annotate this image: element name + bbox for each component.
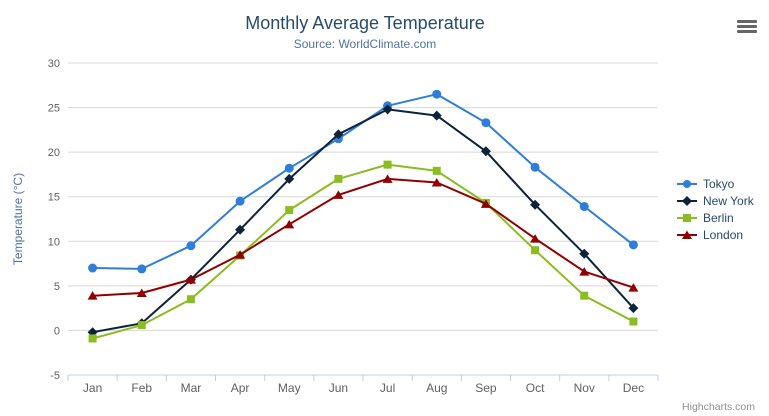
x-axis-tick-label: Nov	[574, 381, 595, 395]
y-axis-tick-label: 30	[48, 58, 60, 70]
data-point-marker[interactable]	[579, 248, 590, 259]
legend-label: Berlin	[703, 210, 734, 225]
data-point-marker[interactable]	[284, 163, 294, 173]
data-point-marker[interactable]	[628, 240, 638, 250]
data-point-marker[interactable]	[88, 334, 97, 343]
legend-label: New York	[703, 193, 754, 208]
legend-triangle-icon	[677, 230, 697, 239]
legend-item-berlin[interactable]: Berlin	[676, 209, 754, 226]
series-line-tokyo	[91, 93, 635, 270]
series-london	[87, 174, 639, 300]
data-point-marker[interactable]	[235, 196, 245, 206]
y-axis-tick-label: 0	[54, 325, 60, 337]
data-point-marker[interactable]	[628, 303, 639, 314]
chart-title: Monthly Average Temperature	[245, 13, 485, 33]
data-point-marker[interactable]	[88, 263, 98, 273]
data-point-marker[interactable]	[333, 129, 344, 140]
chart-context-menu-button[interactable]	[735, 16, 759, 36]
series-tokyo	[88, 89, 638, 274]
x-axis-tick-label: Jul	[380, 381, 395, 395]
legend-item-new-york[interactable]: New York	[676, 192, 754, 209]
data-point-marker[interactable]	[683, 179, 691, 188]
legend: Tokyo New York Berlin London	[676, 175, 754, 243]
y-axis-tick-label: 20	[48, 147, 60, 159]
y-axis-tick-label: 15	[48, 192, 60, 204]
series-line-london	[91, 177, 635, 297]
x-axis-tick-label: Jun	[329, 381, 348, 395]
data-point-marker[interactable]	[432, 89, 442, 99]
data-point-marker[interactable]	[682, 230, 692, 239]
data-point-marker[interactable]	[334, 174, 343, 183]
x-axis-tick-label: Oct	[526, 381, 545, 395]
data-point-marker[interactable]	[137, 321, 146, 330]
data-point-marker[interactable]	[431, 177, 442, 187]
data-point-marker[interactable]	[480, 199, 491, 208]
data-point-marker[interactable]	[682, 195, 692, 206]
y-axis-tick-label: 25	[48, 103, 60, 115]
data-point-marker[interactable]	[185, 275, 196, 284]
data-point-marker[interactable]	[530, 234, 541, 243]
data-point-marker[interactable]	[137, 264, 147, 274]
data-point-marker[interactable]	[481, 118, 491, 128]
x-axis-tick-label: Sep	[475, 381, 497, 395]
data-point-marker[interactable]	[629, 317, 638, 326]
x-axis-tick-label: Jan	[83, 381, 102, 395]
series-line-berlin	[91, 163, 635, 340]
data-point-marker[interactable]	[235, 224, 246, 235]
data-point-marker[interactable]	[480, 146, 491, 157]
x-axis-tick-label: May	[278, 381, 301, 395]
chart-subtitle: Source: WorldClimate.com	[293, 37, 437, 51]
data-point-marker[interactable]	[530, 199, 541, 210]
data-point-marker[interactable]	[383, 160, 392, 169]
series-new-york	[87, 104, 639, 338]
x-axis-tick-label: Mar	[181, 381, 202, 395]
x-axis-tick-label: Dec	[623, 381, 644, 395]
data-point-marker[interactable]	[683, 213, 691, 222]
data-point-marker[interactable]	[580, 291, 589, 300]
data-point-marker[interactable]	[431, 110, 442, 121]
data-point-marker[interactable]	[531, 246, 540, 255]
data-point-marker[interactable]	[136, 288, 147, 297]
data-point-marker[interactable]	[333, 190, 344, 199]
data-point-marker[interactable]	[382, 174, 393, 183]
data-point-marker[interactable]	[284, 173, 295, 184]
legend-item-tokyo[interactable]: Tokyo	[676, 175, 754, 192]
series-line-new-york	[91, 108, 635, 334]
y-axis-tick-label: 5	[54, 281, 60, 293]
data-point-marker[interactable]	[579, 202, 589, 212]
data-point-marker[interactable]	[432, 166, 441, 175]
legend-diamond-icon	[677, 195, 697, 206]
legend-label: Tokyo	[703, 176, 735, 191]
data-point-marker[interactable]	[186, 295, 195, 304]
highcharts-credit-link[interactable]: Highcharts.com	[682, 401, 755, 413]
data-point-marker[interactable]	[235, 250, 246, 259]
x-axis-tick-label: Apr	[231, 381, 250, 395]
data-point-marker[interactable]	[530, 162, 540, 172]
data-point-marker[interactable]	[186, 241, 196, 251]
data-point-marker[interactable]	[382, 104, 393, 115]
data-point-marker[interactable]	[87, 291, 98, 300]
legend-item-london[interactable]: London	[676, 226, 754, 243]
legend-circle-icon	[677, 179, 697, 188]
legend-label: London	[703, 227, 744, 242]
x-axis-tick-label: Aug	[426, 381, 447, 395]
data-point-marker[interactable]	[628, 283, 639, 292]
data-point-marker[interactable]	[285, 206, 294, 215]
y-axis-title: Temperature (°C)	[11, 173, 25, 265]
data-point-marker[interactable]	[579, 267, 590, 276]
x-axis-tick-label: Feb	[131, 381, 152, 395]
data-point-marker[interactable]	[284, 219, 295, 229]
y-axis-tick-label: -5	[50, 370, 60, 382]
legend-square-icon	[677, 213, 697, 222]
y-axis-tick-label: 10	[48, 236, 60, 248]
